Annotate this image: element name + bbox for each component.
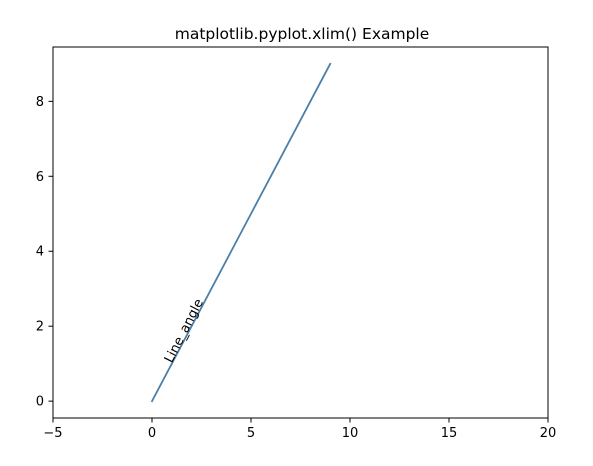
plot-area: −5 0 5 10 15 20 0 2 4 6 8 Line_angle xyxy=(36,46,557,441)
y-tick-label: 0 xyxy=(36,395,44,410)
x-tick-label: 0 xyxy=(148,426,156,441)
chart-title: matplotlib.pyplot.xlim() Example xyxy=(175,25,430,43)
y-tick-label: 8 xyxy=(36,95,44,110)
series-line-0 xyxy=(150,62,332,403)
annotation-0: Line_angle xyxy=(162,297,207,366)
x-tick-label: −5 xyxy=(43,426,62,441)
x-tick-label: 5 xyxy=(247,426,255,441)
x-tick-label: 15 xyxy=(441,426,458,441)
axes-frame xyxy=(52,46,549,419)
y-tick-label: 2 xyxy=(36,320,44,335)
x-tick-label: 20 xyxy=(540,426,557,441)
x-tick-label: 10 xyxy=(342,426,359,441)
y-tick-label: 4 xyxy=(36,245,44,260)
y-tick-label: 6 xyxy=(36,170,44,185)
